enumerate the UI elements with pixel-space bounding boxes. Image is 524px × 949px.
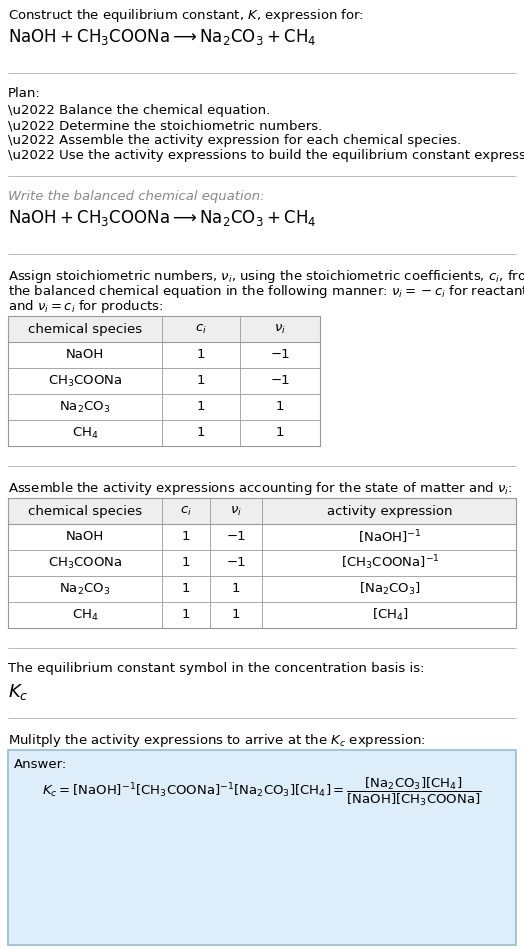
Text: Answer:: Answer: [14, 758, 67, 771]
Text: $[\mathrm{NaOH}]^{-1}$: $[\mathrm{NaOH}]^{-1}$ [358, 529, 422, 546]
Text: and $\nu_i = c_i$ for products:: and $\nu_i = c_i$ for products: [8, 298, 163, 315]
Text: chemical species: chemical species [28, 505, 142, 517]
Text: $c_i$: $c_i$ [180, 505, 192, 517]
Text: Write the balanced chemical equation:: Write the balanced chemical equation: [8, 190, 265, 203]
Text: −1: −1 [226, 530, 246, 544]
Text: \u2022 Assemble the activity expression for each chemical species.: \u2022 Assemble the activity expression … [8, 134, 461, 147]
Text: \u2022 Balance the chemical equation.: \u2022 Balance the chemical equation. [8, 104, 270, 117]
Text: −1: −1 [226, 556, 246, 569]
Bar [8, 602, 516, 628]
Text: $\mathrm{NaOH + CH_3COONa \longrightarrow Na_2CO_3 + CH_4}$: $\mathrm{NaOH + CH_3COONa \longrightarro… [8, 27, 316, 47]
FancyBboxPatch shape [8, 750, 516, 945]
Text: NaOH: NaOH [66, 530, 104, 544]
Bar [8, 498, 516, 524]
Text: \u2022 Determine the stoichiometric numbers.: \u2022 Determine the stoichiometric numb… [8, 119, 322, 132]
Text: 1: 1 [276, 400, 284, 414]
Bar [8, 342, 320, 368]
Bar [8, 394, 320, 420]
Text: 1: 1 [232, 583, 240, 596]
Text: \u2022 Use the activity expressions to build the equilibrium constant expression: \u2022 Use the activity expressions to b… [8, 149, 524, 162]
Text: Construct the equilibrium constant, $K$, expression for:: Construct the equilibrium constant, $K$,… [8, 7, 364, 24]
Text: $\mathrm{CH_4}$: $\mathrm{CH_4}$ [72, 425, 99, 440]
Bar [8, 368, 320, 394]
Text: 1: 1 [196, 348, 205, 362]
Bar [8, 420, 320, 446]
Text: $c_i$: $c_i$ [195, 323, 207, 336]
Text: The equilibrium constant symbol in the concentration basis is:: The equilibrium constant symbol in the c… [8, 662, 424, 675]
Text: $\mathrm{CH_3COONa}$: $\mathrm{CH_3COONa}$ [48, 555, 122, 570]
Text: $[\mathrm{CH_3COONa}]^{-1}$: $[\mathrm{CH_3COONa}]^{-1}$ [341, 553, 440, 572]
Text: 1: 1 [232, 608, 240, 622]
Text: the balanced chemical equation in the following manner: $\nu_i = -c_i$ for react: the balanced chemical equation in the fo… [8, 283, 524, 300]
Text: $[\mathrm{CH_4}]$: $[\mathrm{CH_4}]$ [372, 607, 408, 623]
Text: −1: −1 [270, 348, 290, 362]
Text: chemical species: chemical species [28, 323, 142, 336]
Text: 1: 1 [182, 583, 190, 596]
Text: Assign stoichiometric numbers, $\nu_i$, using the stoichiometric coefficients, $: Assign stoichiometric numbers, $\nu_i$, … [8, 268, 524, 285]
Text: 1: 1 [196, 375, 205, 387]
Text: $\mathrm{NaOH + CH_3COONa \longrightarrow Na_2CO_3 + CH_4}$: $\mathrm{NaOH + CH_3COONa \longrightarro… [8, 208, 316, 228]
Bar [8, 576, 516, 602]
Text: 1: 1 [276, 426, 284, 439]
Text: 1: 1 [182, 608, 190, 622]
Text: 1: 1 [196, 426, 205, 439]
Text: $\nu_i$: $\nu_i$ [230, 505, 242, 517]
Text: −1: −1 [270, 375, 290, 387]
Text: 1: 1 [182, 530, 190, 544]
Text: $\mathrm{CH_3COONa}$: $\mathrm{CH_3COONa}$ [48, 374, 122, 388]
Text: 1: 1 [182, 556, 190, 569]
Bar [8, 550, 516, 576]
Text: $[\mathrm{Na_2CO_3}]$: $[\mathrm{Na_2CO_3}]$ [359, 581, 421, 597]
Text: $K_c$: $K_c$ [8, 682, 29, 702]
Text: $\nu_i$: $\nu_i$ [274, 323, 286, 336]
Text: $\mathrm{Na_2CO_3}$: $\mathrm{Na_2CO_3}$ [59, 582, 111, 597]
Text: 1: 1 [196, 400, 205, 414]
Text: NaOH: NaOH [66, 348, 104, 362]
Text: $\mathrm{Na_2CO_3}$: $\mathrm{Na_2CO_3}$ [59, 400, 111, 415]
Text: $\mathrm{CH_4}$: $\mathrm{CH_4}$ [72, 607, 99, 623]
Text: activity expression: activity expression [328, 505, 453, 517]
Bar [8, 316, 320, 342]
Text: Mulitply the activity expressions to arrive at the $K_c$ expression:: Mulitply the activity expressions to arr… [8, 732, 426, 749]
Text: $K_c = [\mathrm{NaOH}]^{-1} [\mathrm{CH_3COONa}]^{-1} [\mathrm{Na_2CO_3}][\mathr: $K_c = [\mathrm{NaOH}]^{-1} [\mathrm{CH_… [42, 776, 482, 809]
Text: Plan:: Plan: [8, 87, 41, 100]
Text: Assemble the activity expressions accounting for the state of matter and $\nu_i$: Assemble the activity expressions accoun… [8, 480, 512, 497]
Bar [8, 524, 516, 550]
